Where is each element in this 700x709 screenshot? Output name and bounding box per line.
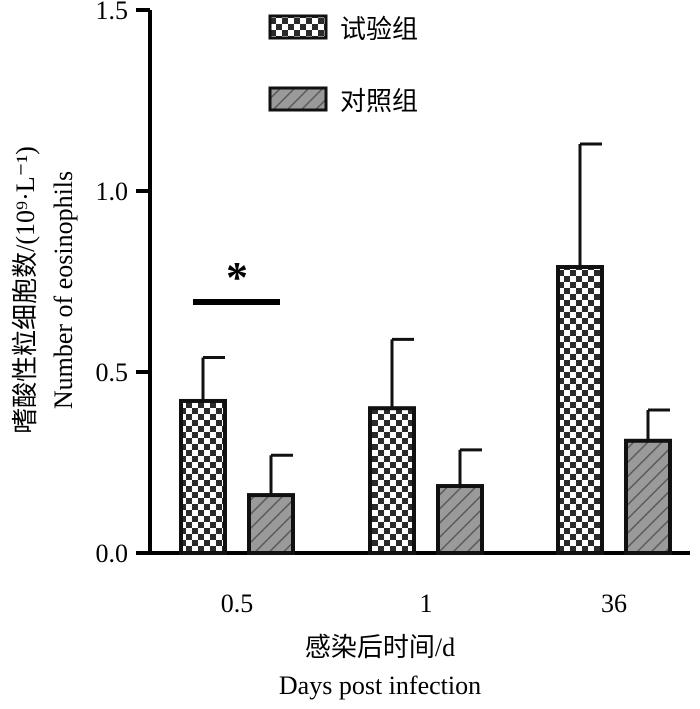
y-tick-label-3: 1.5 xyxy=(96,0,129,25)
bars xyxy=(179,142,672,556)
significance-asterisk: * xyxy=(226,253,248,302)
legend-label-control: 对照组 xyxy=(340,87,418,116)
x-axis-title-en: Days post infection xyxy=(279,671,481,700)
bar-test-1 xyxy=(368,406,416,556)
legend-swatch-test xyxy=(268,14,328,40)
bar-control-0 xyxy=(247,493,295,555)
x-tick-label-0: 0.5 xyxy=(221,589,254,618)
y-ticks: 0.0 0.5 1.0 1.5 xyxy=(96,0,150,568)
y-tick-label-1: 0.5 xyxy=(96,358,129,387)
bar-test-0 xyxy=(179,398,227,555)
bar-control-1 xyxy=(436,484,484,555)
bar-control-2 xyxy=(624,438,672,555)
x-tick-label-2: 36 xyxy=(601,589,627,618)
y-tick-label-0: 0.0 xyxy=(96,539,129,568)
legend-swatch-control xyxy=(268,86,328,112)
x-axis-title-cn: 感染后时间/d xyxy=(305,633,455,662)
legend: 试验组 对照组 xyxy=(268,14,418,116)
y-tick-label-2: 1.0 xyxy=(96,177,129,206)
legend-label-test: 试验组 xyxy=(340,15,418,44)
bar-test-2 xyxy=(556,265,604,555)
y-axis-title-cn: 嗜酸性粒细胞数/(10⁹·L⁻¹) xyxy=(11,146,40,434)
x-tick-label-1: 1 xyxy=(420,589,433,618)
y-axis-title-en: Number of eosinophils xyxy=(49,171,78,409)
